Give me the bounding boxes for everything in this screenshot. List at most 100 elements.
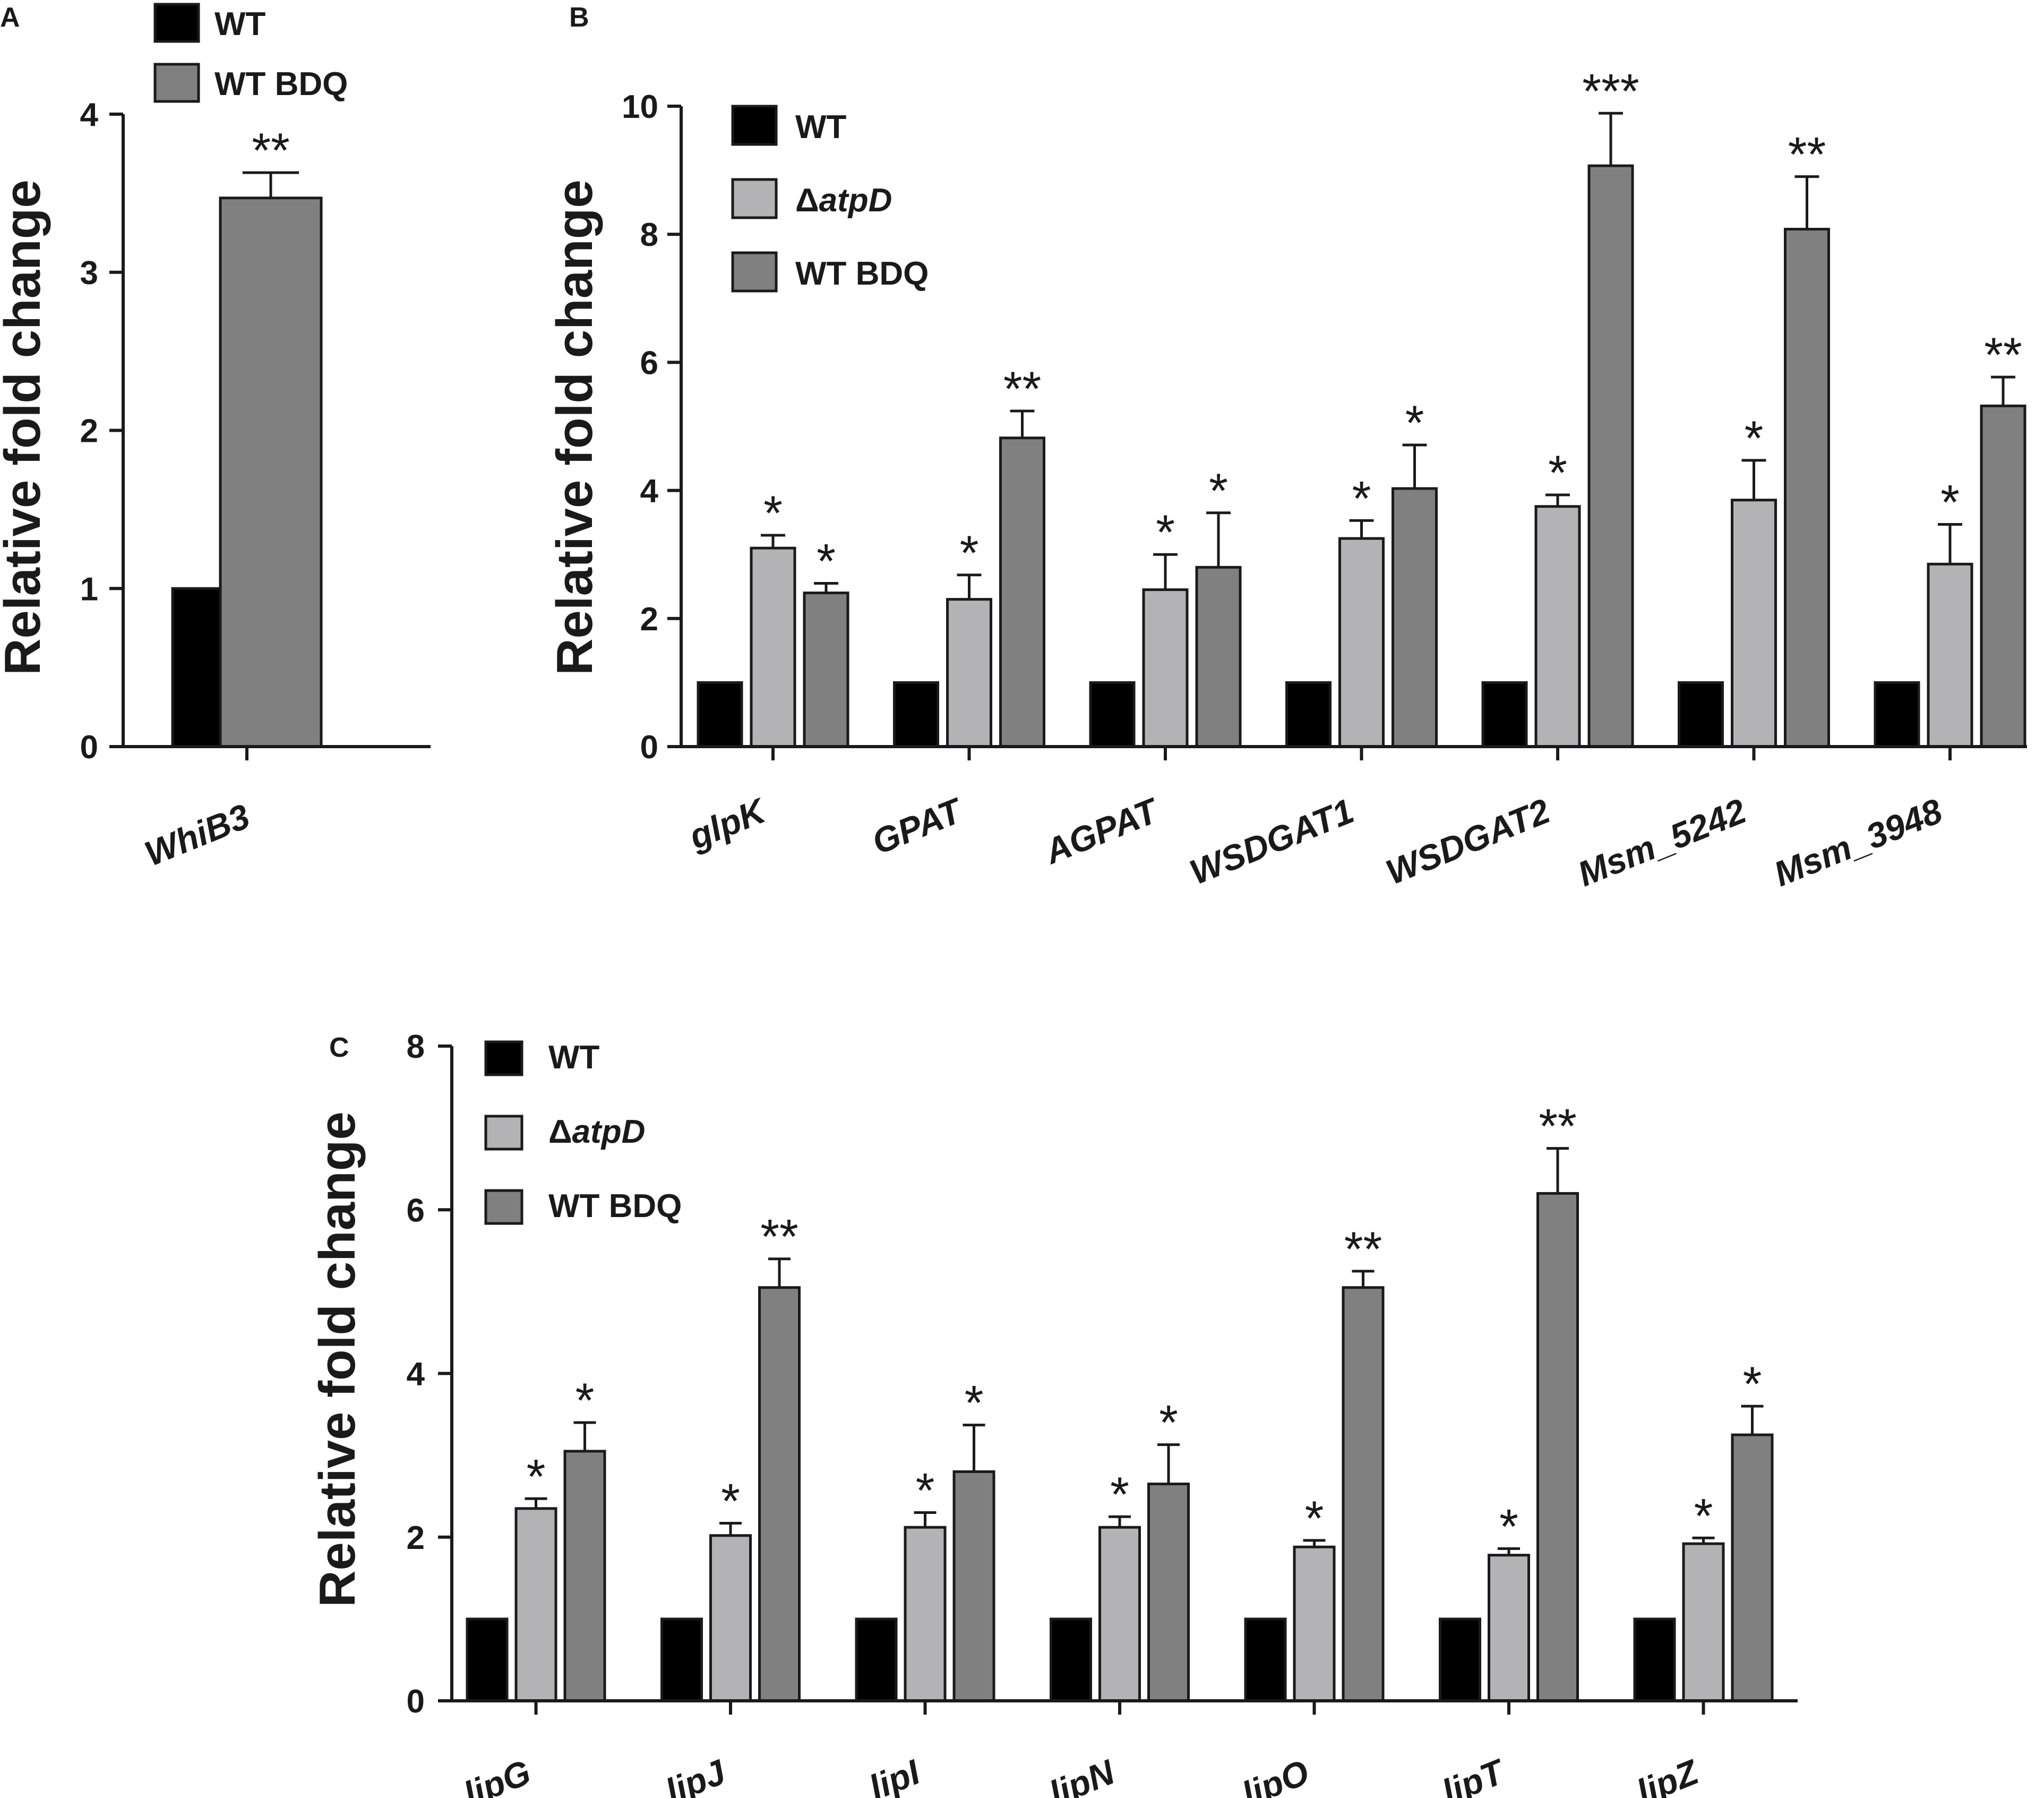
- significance-marker: **: [760, 1210, 798, 1264]
- panel-a-y-tick-label: 3: [80, 255, 98, 292]
- error-bar: [1545, 493, 1570, 507]
- panel-a-y-axis-title: Relative fold change: [0, 179, 51, 675]
- error-bar: [1741, 459, 1766, 500]
- panel-a-legend: WT WT BDQ: [153, 3, 348, 103]
- error-bar: [525, 1497, 547, 1509]
- category-label-msm-3948: Msm_3948: [1768, 791, 1948, 894]
- panel-b-y-tick-label: 2: [640, 601, 658, 638]
- bar-gpat-wt-bdq: [999, 436, 1045, 748]
- legend-label-atpd: ΔatpD: [795, 182, 892, 219]
- bar-wsdgat2-wt-bdq: [1587, 164, 1634, 748]
- significance-marker: *: [1159, 1396, 1178, 1450]
- bar-agpat-wt-bdq: [1195, 566, 1242, 748]
- error-bar: [1157, 1443, 1180, 1484]
- panel-b: B Relative fold change WT ΔatpD WT BDQ 0 2 4…: [546, 2, 2027, 894]
- legend-swatch-wt-bdq: [731, 251, 778, 293]
- category-label-lipi: lipI: [864, 1752, 926, 1798]
- panel-b-bars: ** ***** ************: [697, 64, 2026, 748]
- panel-a: A Relative fold change WT WT BDQ 0 1 2 3 4 **…: [0, 2, 431, 874]
- error-bar: [1991, 375, 2015, 406]
- significance-marker: **: [1539, 1100, 1577, 1154]
- bar-lipn-wt: [1050, 1617, 1092, 1702]
- legend-label-atpd: ΔatpD: [548, 1114, 645, 1150]
- error-bar: [1938, 523, 1962, 564]
- category-label-lipt: lipT: [1437, 1751, 1511, 1798]
- panel-b-y-tick-label: 8: [640, 217, 658, 253]
- bar-glpk-wt-bdq: [803, 592, 849, 748]
- error-bar: [1498, 1547, 1520, 1555]
- significance-marker: *: [1499, 1500, 1518, 1554]
- bar-msm-5242-atpd: [1731, 499, 1777, 748]
- significance-marker: **: [1003, 362, 1042, 416]
- category-label-lipg: lipG: [458, 1752, 536, 1798]
- bar-msm-3948-atpd: [1927, 562, 1973, 748]
- bar-lipz-wt: [1633, 1617, 1676, 1702]
- panel-c-y-tick-label: 8: [407, 1029, 425, 1065]
- bar-lipt-wt: [1439, 1617, 1481, 1702]
- panel-c-y-tick-label: 4: [407, 1356, 425, 1393]
- bar-glpk-wt: [697, 681, 743, 748]
- bar-wsdgat2-atpd: [1534, 505, 1581, 748]
- category-label-agpat: AGPAT: [1038, 790, 1165, 872]
- panel-c-x-axis: lipG lipJ lipI lipN lipO lipT lipZ: [458, 1701, 1705, 1798]
- error-bar: [1109, 1515, 1131, 1528]
- panel-b-x-axis: glpK GPAT AGPAT WSDGAT1 WSDGAT2 Msm_5242 Msm_3…: [683, 747, 1952, 894]
- significance-marker: *: [1548, 446, 1567, 500]
- significance-marker: *: [1110, 1468, 1129, 1522]
- bar-lipt-atpd: [1488, 1554, 1530, 1702]
- category-label-msm-5242: Msm_5242: [1572, 791, 1751, 894]
- bar-lipz-wt-bdq: [1731, 1433, 1774, 1702]
- panel-b-y-tick-label: 6: [640, 345, 658, 381]
- bar-lipn-atpd: [1098, 1526, 1141, 1702]
- significance-marker: **: [1788, 128, 1826, 182]
- legend-label-wt-bdq: WT BDQ: [214, 66, 348, 102]
- error-bar: [768, 1257, 791, 1288]
- panel-b-y-tick-label: 4: [640, 473, 659, 510]
- error-bar: [1010, 409, 1035, 438]
- bar-msm-5242-wt: [1678, 681, 1724, 748]
- bar-gpat-atpd: [946, 598, 992, 748]
- bar-whib3-wt-bdq: [219, 196, 323, 748]
- bar-lipt-wt-bdq: [1536, 1192, 1579, 1702]
- error-bar: [963, 1424, 985, 1472]
- panel-c-label: C: [329, 1032, 349, 1063]
- category-label-lipj: lipJ: [660, 1752, 731, 1798]
- significance-marker: *: [1940, 476, 1960, 530]
- category-label-gpat: GPAT: [866, 790, 969, 862]
- significance-marker: *: [916, 1464, 935, 1518]
- error-bar: [573, 1421, 596, 1451]
- error-bar: [719, 1522, 742, 1536]
- significance-marker: *: [763, 486, 783, 541]
- bar-lipj-wt: [660, 1617, 703, 1702]
- panel-c: C Relative fold change WT ΔatpD WT BDQ 0 2 4…: [309, 1029, 1798, 1798]
- legend-swatch-atpd: [731, 178, 778, 219]
- significance-marker: *: [721, 1475, 740, 1529]
- bar-msm-3948-wt: [1874, 681, 1920, 748]
- panel-c-y-tick-label: 2: [407, 1520, 425, 1556]
- bar-wsdgat1-wt-bdq: [1392, 487, 1438, 748]
- panel-a-y-axis: 0 1 2 3 4: [80, 97, 123, 766]
- panel-c-y-tick-label: 6: [407, 1192, 425, 1229]
- legend-swatch-wt-bdq: [153, 63, 200, 103]
- panel-c-y-axis: 0 2 4 6 8: [407, 1029, 452, 1720]
- category-label-lipo: lipO: [1236, 1752, 1315, 1798]
- legend-swatch-wt-bdq: [484, 1189, 523, 1225]
- significance-marker: *: [1209, 464, 1228, 518]
- bar-lipi-wt-bdq: [952, 1470, 995, 1702]
- error-bar: [1402, 443, 1427, 489]
- error-bar: [1303, 1539, 1326, 1547]
- panel-a-y-tick-label: 0: [80, 729, 98, 766]
- category-label-whib3: WhiB3: [139, 796, 255, 874]
- bar-lipo-wt-bdq: [1342, 1286, 1385, 1702]
- bar-lipj-atpd: [709, 1534, 752, 1702]
- significance-marker: *: [1405, 396, 1424, 450]
- legend-swatch-atpd: [484, 1115, 523, 1151]
- panel-b-y-tick-label: 0: [640, 729, 658, 766]
- significance-marker: **: [1984, 328, 2022, 382]
- error-bar: [761, 534, 785, 549]
- error-bar: [242, 171, 299, 198]
- bar-lipo-wt: [1244, 1617, 1287, 1702]
- category-label-glpk: glpK: [683, 790, 773, 857]
- error-bar: [1741, 1405, 1764, 1435]
